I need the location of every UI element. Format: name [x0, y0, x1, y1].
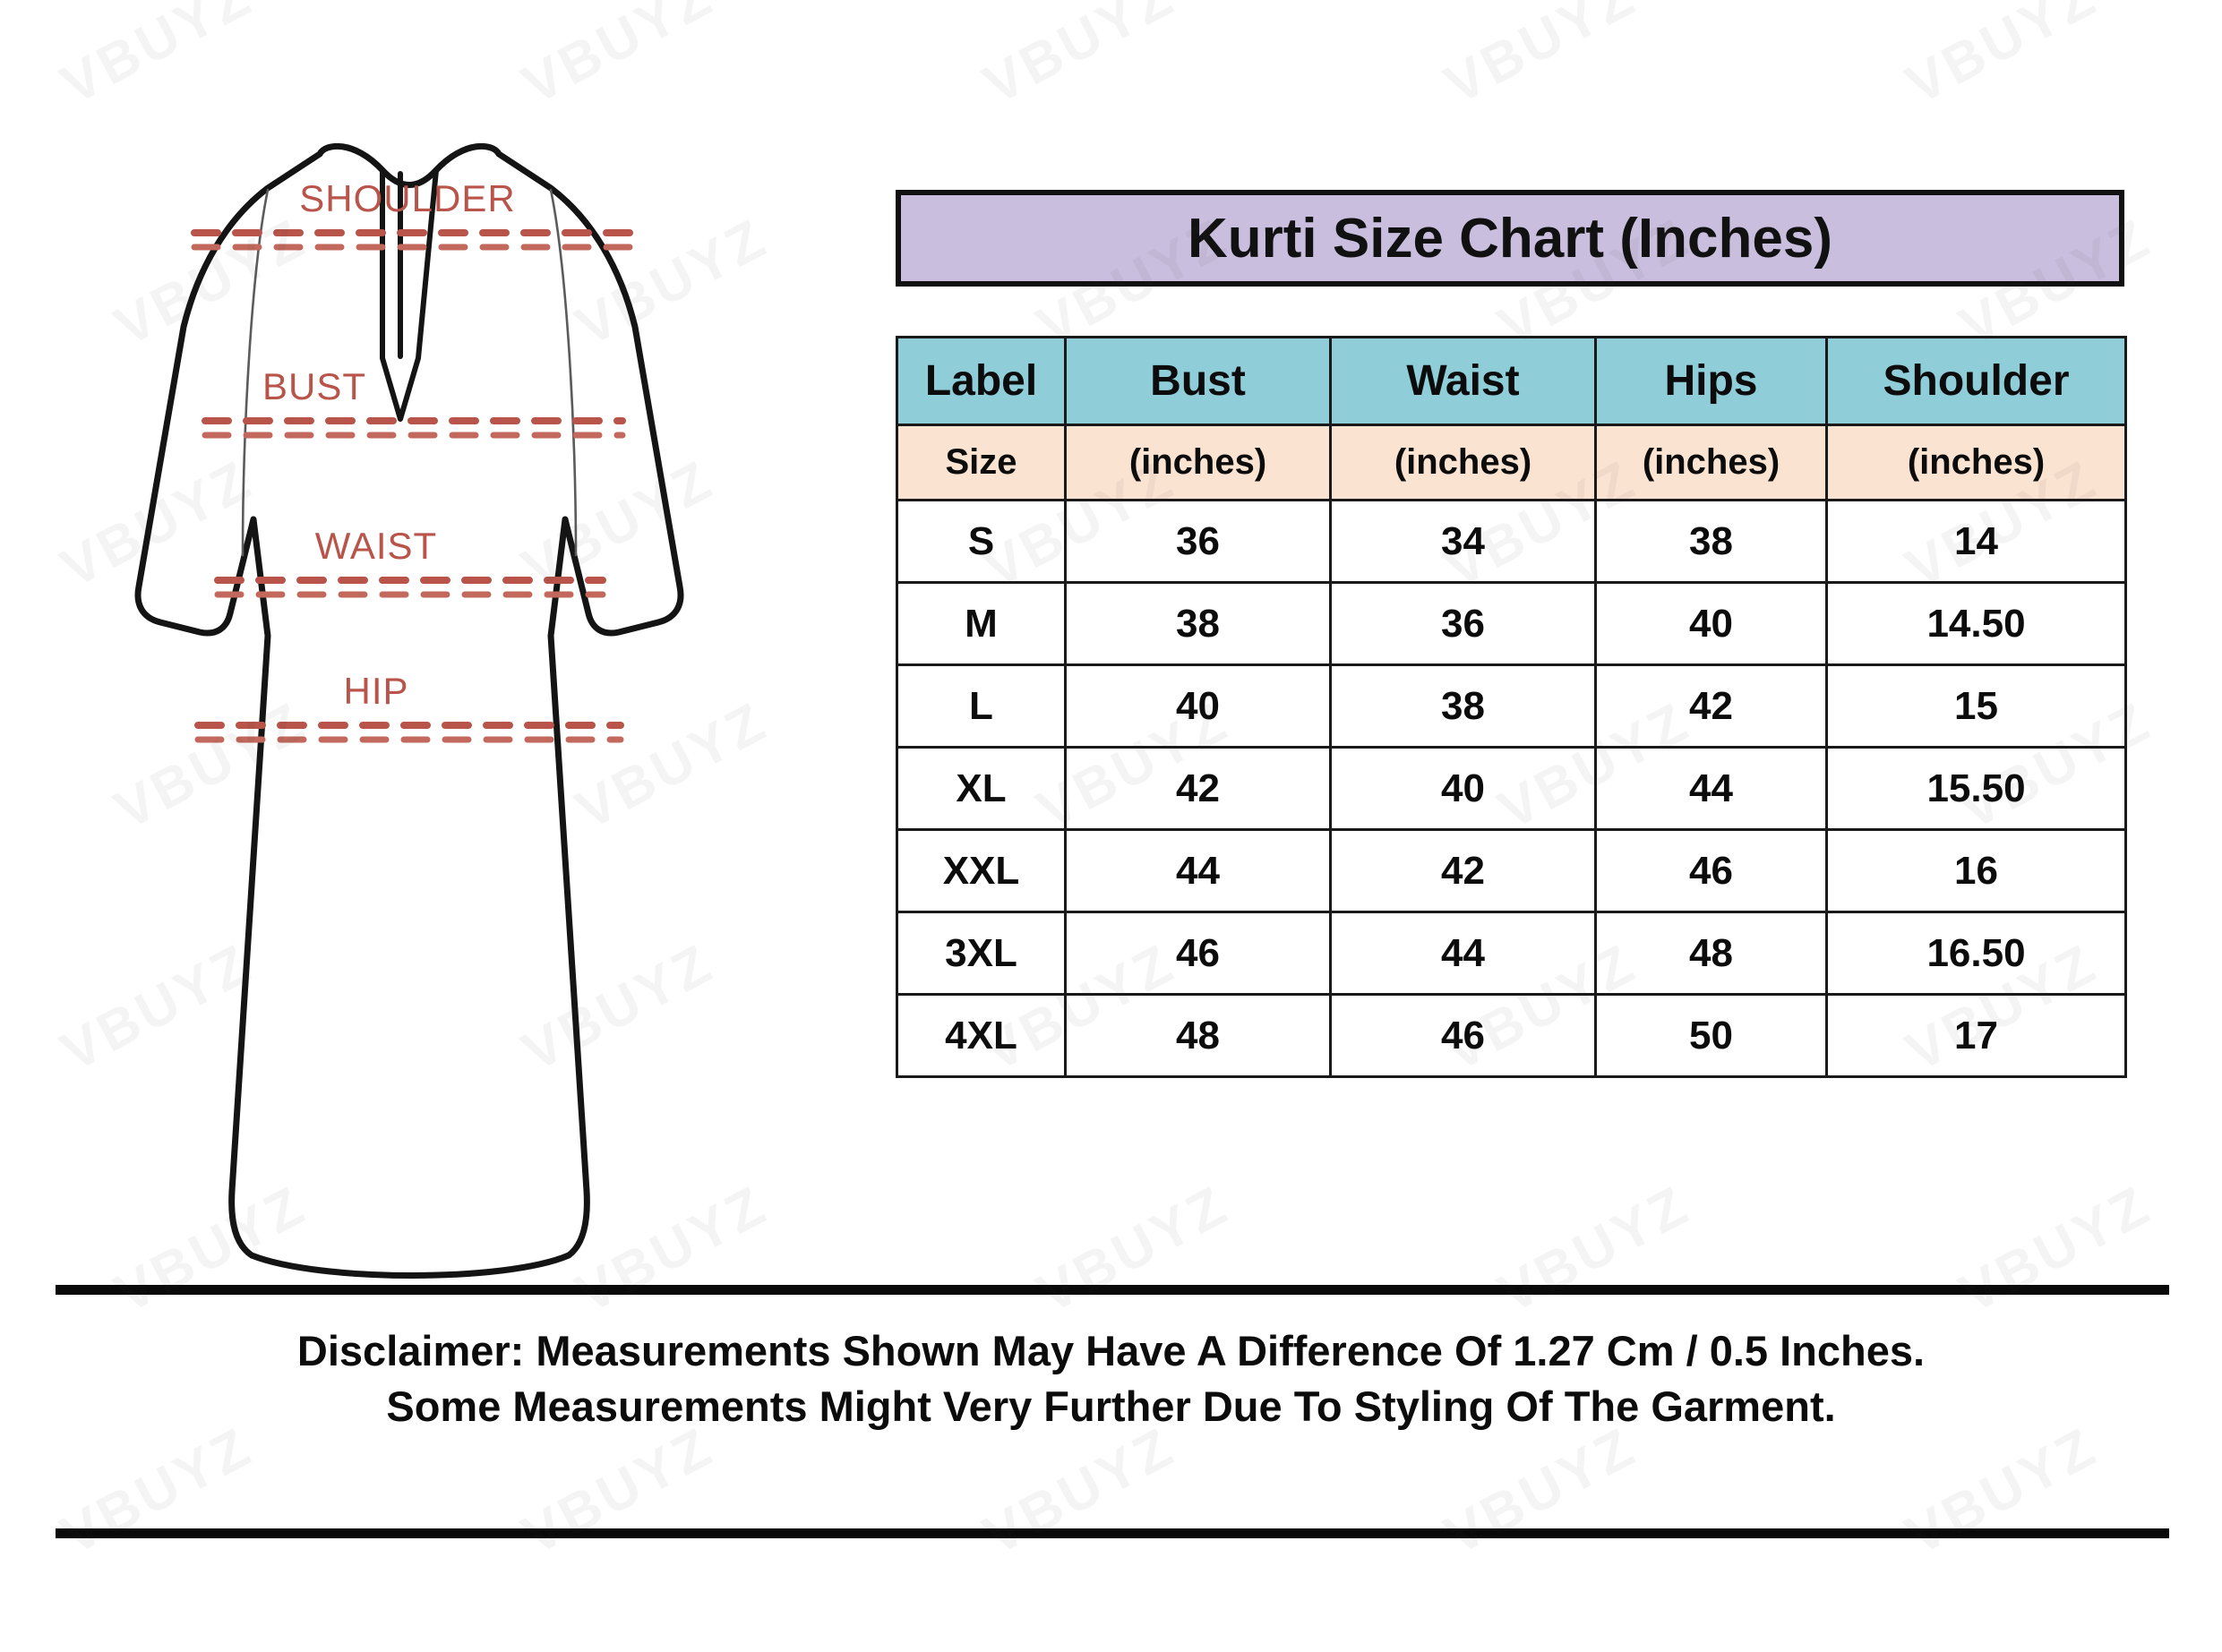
size-table: Label Bust Waist Hips Shoulder Size (inc… [896, 336, 2127, 1078]
cell-shoulder: 14 [1825, 499, 2127, 584]
shoulder-measure-line [191, 229, 635, 251]
header-shoulder: Shoulder [1825, 336, 2127, 426]
unit-size: Size [896, 424, 1067, 501]
cell-label: S [896, 499, 1067, 584]
cell-shoulder: 17 [1825, 993, 2127, 1078]
cell-bust: 40 [1064, 663, 1332, 749]
size-table-wrapper: Label Bust Waist Hips Shoulder Size (inc… [896, 336, 2127, 1078]
cell-waist: 44 [1329, 911, 1597, 996]
disclaimer-line-1: Disclaimer: Measurements Shown May Have … [296, 1327, 1926, 1374]
header-waist: Waist [1329, 336, 1597, 426]
cell-shoulder: 15 [1825, 663, 2127, 749]
cell-hips: 50 [1594, 993, 1828, 1078]
unit-bust: (inches) [1064, 424, 1332, 501]
shoulder-label: SHOULDER [299, 177, 516, 219]
cell-label: XXL [896, 828, 1067, 913]
hip-label: HIP [343, 670, 409, 712]
cell-hips: 44 [1594, 746, 1828, 831]
cell-waist: 38 [1329, 663, 1597, 749]
waist-label: WAIST [314, 525, 438, 567]
cell-waist: 34 [1329, 499, 1597, 584]
cell-bust: 36 [1064, 499, 1332, 584]
cell-shoulder: 16.50 [1825, 911, 2127, 996]
cell-waist: 36 [1329, 581, 1597, 666]
cell-hips: 46 [1594, 828, 1828, 913]
cell-hips: 38 [1594, 499, 1828, 584]
cell-shoulder: 14.50 [1825, 581, 2127, 666]
cell-hips: 42 [1594, 663, 1828, 749]
divider-top [56, 1285, 2169, 1295]
chart-panel: Kurti Size Chart (Inches) Label Bust Wai… [896, 190, 2127, 1078]
table-unit-row: Size (inches) (inches) (inches) (inches) [896, 424, 2127, 501]
table-row: 3XL 46 44 48 16.50 [896, 911, 2127, 996]
cell-waist: 42 [1329, 828, 1597, 913]
disclaimer: Disclaimer: Measurements Shown May Have … [0, 1323, 2222, 1434]
cell-bust: 46 [1064, 911, 1332, 996]
waist-measure-line [214, 577, 606, 598]
chart-title-box: Kurti Size Chart (Inches) [896, 190, 2124, 287]
unit-waist: (inches) [1329, 424, 1597, 501]
table-row: 4XL 48 46 50 17 [896, 993, 2127, 1078]
unit-shoulder: (inches) [1825, 424, 2127, 501]
header-hips: Hips [1594, 336, 1828, 426]
table-row: L 40 38 42 15 [896, 663, 2127, 749]
cell-waist: 40 [1329, 746, 1597, 831]
table-row: M 38 36 40 14.50 [896, 581, 2127, 666]
table-row: S 36 34 38 14 [896, 499, 2127, 584]
hip-measure-line [194, 722, 624, 743]
table-row: XXL 44 42 46 16 [896, 828, 2127, 913]
kurti-illustration: SHOULDER BUST WAIST HIP [85, 134, 730, 1289]
cell-waist: 46 [1329, 993, 1597, 1078]
cell-hips: 48 [1594, 911, 1828, 996]
cell-shoulder: 16 [1825, 828, 2127, 913]
disclaimer-line-2: Some Measurements Might Very Further Due… [386, 1382, 1836, 1431]
cell-label: 4XL [896, 993, 1067, 1078]
cell-shoulder: 15.50 [1825, 746, 2127, 831]
page-title: Kurti Size Chart (Inches) [1188, 207, 1832, 270]
header-bust: Bust [1064, 336, 1332, 426]
cell-bust: 48 [1064, 993, 1332, 1078]
cell-bust: 44 [1064, 828, 1332, 913]
bust-label: BUST [262, 365, 366, 407]
bust-measure-line [202, 417, 626, 439]
cell-label: 3XL [896, 911, 1067, 996]
cell-label: M [896, 581, 1067, 666]
table-header-row: Label Bust Waist Hips Shoulder [896, 336, 2127, 426]
cell-label: L [896, 663, 1067, 749]
cell-bust: 42 [1064, 746, 1332, 831]
cell-label: XL [896, 746, 1067, 831]
cell-bust: 38 [1064, 581, 1332, 666]
divider-bottom [56, 1528, 2169, 1538]
header-label: Label [896, 336, 1067, 426]
unit-hips: (inches) [1594, 424, 1828, 501]
table-row: XL 42 40 44 15.50 [896, 746, 2127, 831]
cell-hips: 40 [1594, 581, 1828, 666]
